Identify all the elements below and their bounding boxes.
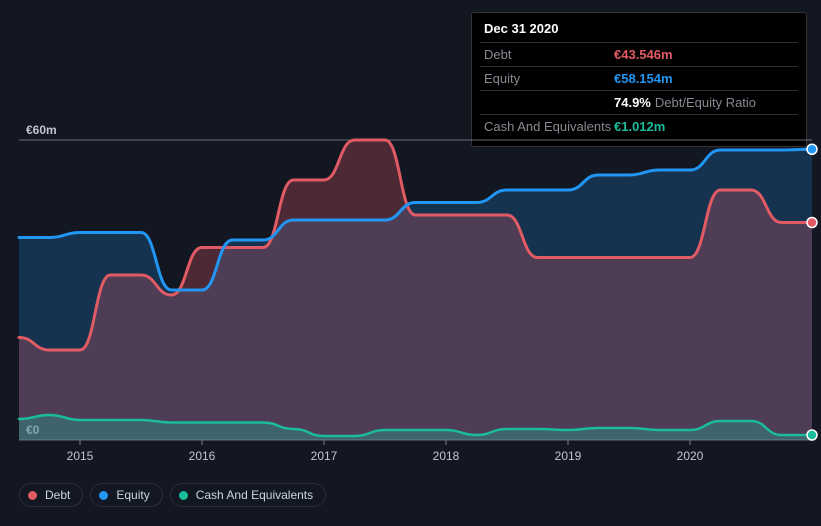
svg-text:2015: 2015 [67,449,94,463]
svg-text:2019: 2019 [555,449,582,463]
legend-item-debt[interactable]: Debt [19,483,83,507]
tooltip-row-key [484,95,614,110]
legend-swatch [28,491,37,500]
svg-text:2016: 2016 [189,449,216,463]
tooltip-row: Debt€43.546m [480,42,798,66]
tooltip-row-key: Equity [484,71,614,86]
legend-label: Cash And Equivalents [196,488,313,502]
tooltip-row: Equity€58.154m [480,66,798,90]
tooltip-row-value: 74.9% [614,95,651,110]
svg-text:2018: 2018 [433,449,460,463]
tooltip-row-value: €43.546m [614,47,673,62]
tooltip-row: 74.9% Debt/Equity Ratio [480,90,798,114]
tooltip-date: Dec 31 2020 [480,19,798,42]
tooltip-row-value: €58.154m [614,71,673,86]
legend: Debt Equity Cash And Equivalents [19,483,326,507]
debt-equity-chart: €60m€0201520162017201820192020 [0,120,821,478]
legend-swatch [179,491,188,500]
svg-text:€60m: €60m [26,123,57,137]
legend-label: Equity [116,488,149,502]
legend-item-equity[interactable]: Equity [90,483,162,507]
tooltip-row-key: Debt [484,47,614,62]
svg-text:2020: 2020 [677,449,704,463]
tooltip-row-suffix: Debt/Equity Ratio [655,95,756,110]
legend-swatch [99,491,108,500]
svg-text:2017: 2017 [311,449,338,463]
legend-item-cash-and-equivalents[interactable]: Cash And Equivalents [170,483,326,507]
legend-label: Debt [45,488,70,502]
